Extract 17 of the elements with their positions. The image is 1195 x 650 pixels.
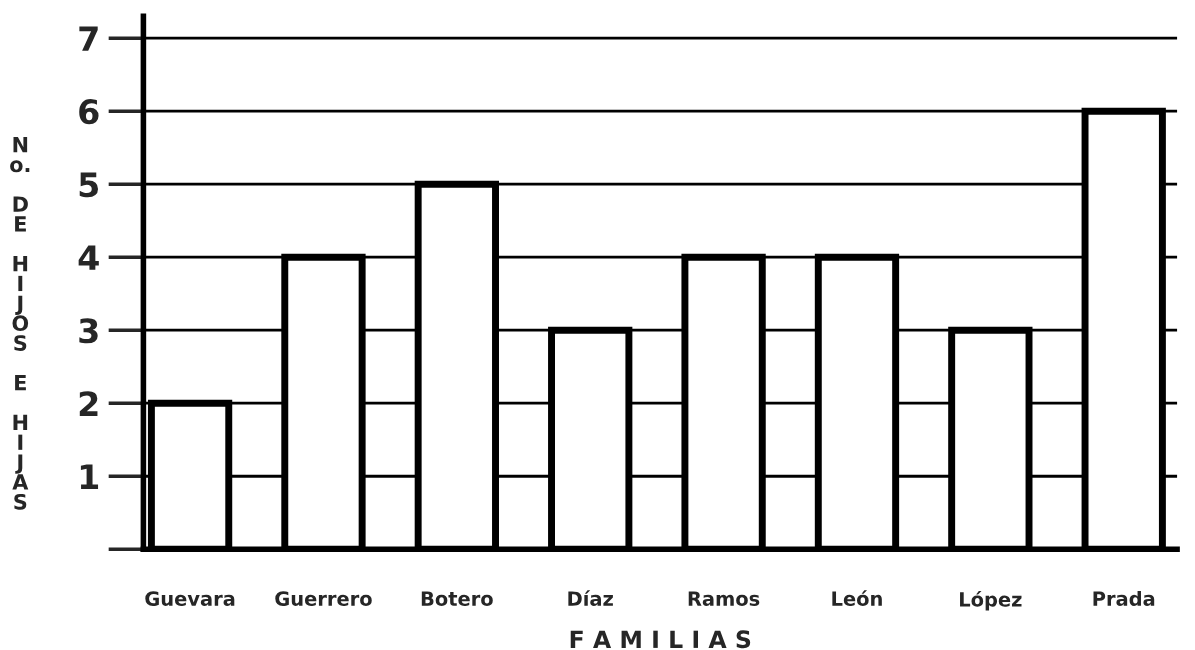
x-tick-label: Botero [421, 591, 493, 606]
x-tick-label: López [960, 590, 1022, 611]
y-tick-label: 5 [79, 172, 99, 198]
y-tick-label: 2 [79, 391, 98, 416]
y-tick-label: 3 [79, 318, 98, 344]
x-tick-label: Guerrero [275, 591, 372, 606]
y-tick-label: 4 [78, 245, 99, 270]
text: No. DE HIJOS E HIJAS [10, 136, 30, 510]
x-tick-label: Prada [1093, 590, 1155, 606]
x-tick-label: León [832, 590, 882, 606]
x-tick-label: Díaz [568, 590, 613, 606]
y-tick-label: 7 [79, 26, 98, 51]
y-tick-label: 6 [79, 99, 99, 125]
x-tick-label: Ramos [688, 591, 760, 606]
x-axis-title: F A M I L I A S [570, 630, 751, 649]
x-tick-label: Guevara [145, 591, 235, 606]
y-tick-label: 1 [80, 464, 99, 489]
